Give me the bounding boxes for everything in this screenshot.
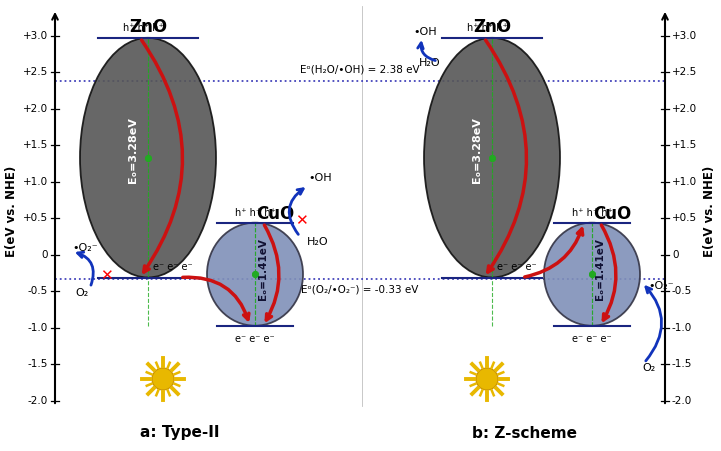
Text: 0: 0 [42,250,48,260]
Text: -1.0: -1.0 [672,323,692,333]
Text: CuO: CuO [593,205,631,223]
Text: -2.0: -2.0 [672,396,692,406]
Text: +3.0: +3.0 [23,31,48,41]
Text: +2.5: +2.5 [23,67,48,77]
Text: +0.5: +0.5 [672,213,697,223]
Text: •OH: •OH [413,27,437,37]
Text: +2.5: +2.5 [672,67,697,77]
Text: ✕: ✕ [99,268,112,283]
Text: 0: 0 [672,250,678,260]
Text: Eᵒ(H₂O/•OH) = 2.38 eV: Eᵒ(H₂O/•OH) = 2.38 eV [300,65,420,75]
Text: H₂O: H₂O [307,237,329,247]
Circle shape [476,368,498,390]
Text: e⁻ e⁻ e⁻: e⁻ e⁻ e⁻ [235,334,275,344]
Text: +1.0: +1.0 [672,177,697,187]
Text: Eₒ=1.41eV: Eₒ=1.41eV [595,238,605,300]
Text: -1.5: -1.5 [27,359,48,369]
Text: e⁻ e⁻ e⁻: e⁻ e⁻ e⁻ [497,262,537,272]
Text: Eₒ=3.28eV: Eₒ=3.28eV [472,117,482,183]
Text: Eᵒ(O₂/•O₂⁻) = -0.33 eV: Eᵒ(O₂/•O₂⁻) = -0.33 eV [301,285,419,295]
Text: ZnO: ZnO [473,18,511,36]
Ellipse shape [207,223,303,326]
Text: h⁺ h⁺ h⁺: h⁺ h⁺ h⁺ [572,208,612,218]
Text: -1.5: -1.5 [672,359,692,369]
Text: e⁻ e⁻ e⁻: e⁻ e⁻ e⁻ [572,334,612,344]
Text: •O₂⁻: •O₂⁻ [648,281,673,290]
Text: O₂: O₂ [642,363,655,373]
Text: b: Z-scheme: b: Z-scheme [472,425,578,441]
Ellipse shape [80,38,216,277]
Text: +2.0: +2.0 [672,104,697,114]
Text: CuO: CuO [256,205,294,223]
Text: Eₒ=1.41eV: Eₒ=1.41eV [258,238,268,300]
Ellipse shape [424,38,560,277]
Text: -1.0: -1.0 [27,323,48,333]
Text: -2.0: -2.0 [27,396,48,406]
Text: -0.5: -0.5 [672,286,692,296]
Text: e⁻ e⁻ e⁻: e⁻ e⁻ e⁻ [153,262,193,272]
Text: H₂O: H₂O [419,58,441,68]
Text: •OH: •OH [308,173,332,183]
Text: h⁺ h⁺ h⁺: h⁺ h⁺ h⁺ [466,23,508,33]
Text: +1.0: +1.0 [23,177,48,187]
Text: a: Type-II: a: Type-II [141,425,220,441]
Text: h⁺ h⁺ h⁺: h⁺ h⁺ h⁺ [234,208,275,218]
Text: +0.5: +0.5 [23,213,48,223]
Text: h⁺ h⁺ h⁺: h⁺ h⁺ h⁺ [123,23,164,33]
Text: E(eV vs. NHE): E(eV vs. NHE) [702,166,715,257]
Text: •O₂⁻: •O₂⁻ [72,243,97,253]
Circle shape [152,368,174,390]
Text: -0.5: -0.5 [27,286,48,296]
Text: +1.5: +1.5 [672,140,697,150]
Text: ZnO: ZnO [129,18,167,36]
Text: Eₒ=3.28eV: Eₒ=3.28eV [128,117,138,183]
Text: E(eV vs. NHE): E(eV vs. NHE) [6,166,19,257]
Text: O₂: O₂ [76,288,89,298]
Text: +1.5: +1.5 [23,140,48,150]
Text: +3.0: +3.0 [672,31,697,41]
Text: ✕: ✕ [295,213,307,228]
Ellipse shape [544,223,640,326]
Text: +2.0: +2.0 [23,104,48,114]
